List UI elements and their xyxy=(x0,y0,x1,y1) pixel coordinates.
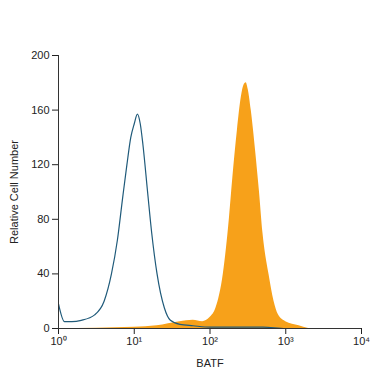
svg-text:10⁰: 10⁰ xyxy=(50,335,66,347)
svg-text:160: 160 xyxy=(31,104,49,116)
svg-text:200: 200 xyxy=(31,49,49,61)
svg-text:40: 40 xyxy=(37,267,49,279)
svg-text:Relative Cell Number: Relative Cell Number xyxy=(8,140,20,244)
svg-text:10¹: 10¹ xyxy=(126,335,142,347)
svg-text:120: 120 xyxy=(31,158,49,170)
svg-text:80: 80 xyxy=(37,213,49,225)
svg-text:0: 0 xyxy=(43,322,49,334)
svg-text:10³: 10³ xyxy=(278,335,294,347)
svg-text:10⁴: 10⁴ xyxy=(353,335,370,347)
svg-text:10²: 10² xyxy=(202,335,218,347)
svg-text:BATF: BATF xyxy=(196,357,224,369)
